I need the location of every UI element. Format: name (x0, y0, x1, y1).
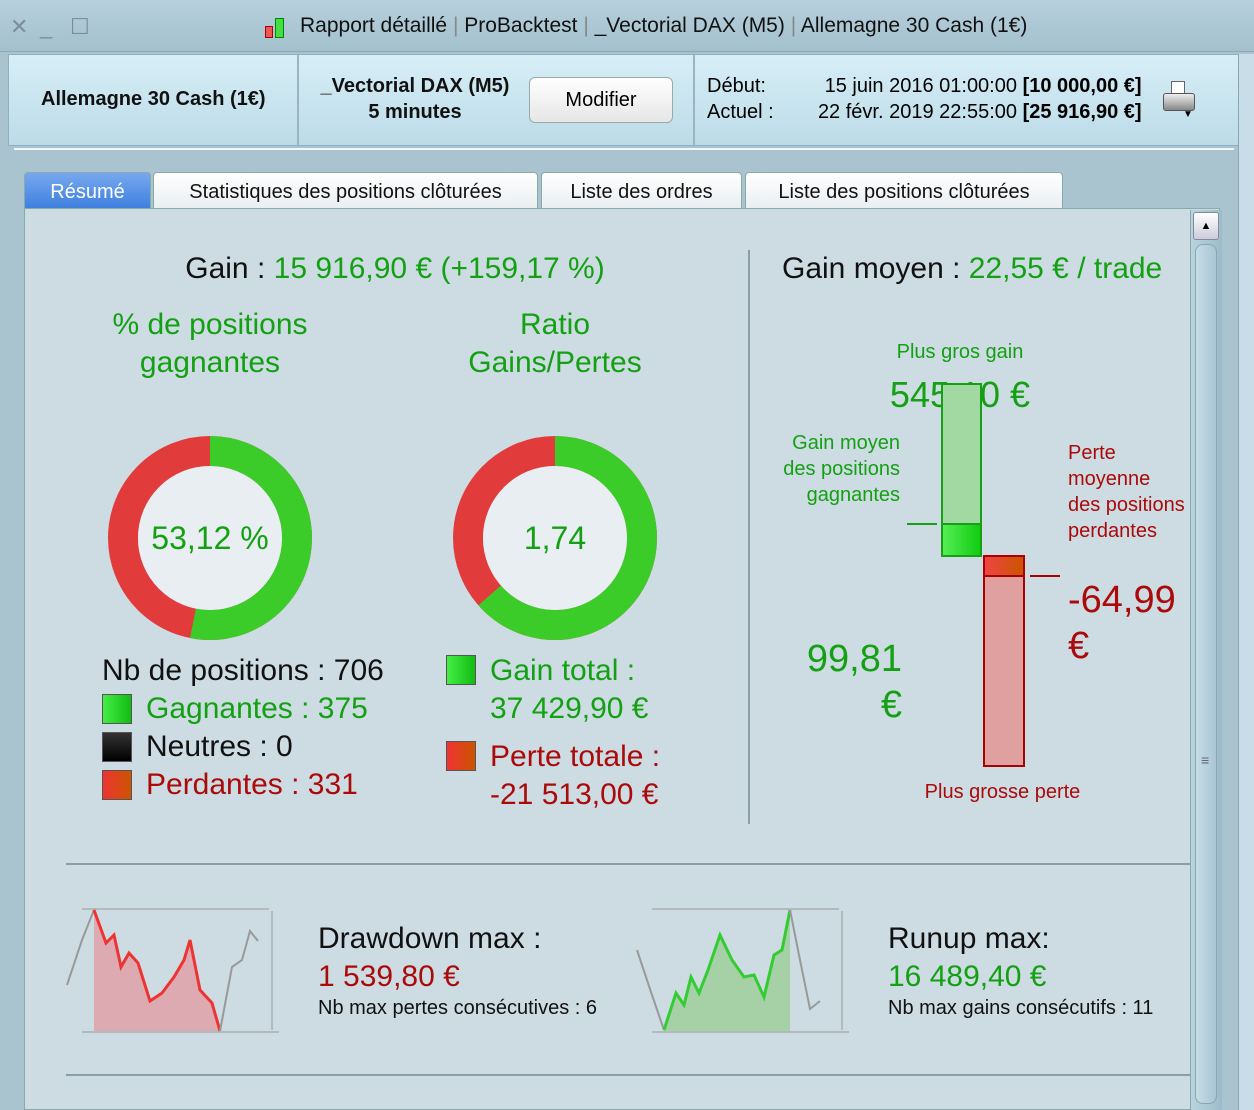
divider (66, 1074, 1190, 1076)
avg-loss-bar (983, 555, 1025, 577)
drawdown-line (92, 909, 222, 1032)
drawdown-consecutive: Nb max pertes consécutives : 6 (318, 997, 598, 1019)
ratio-title: Ratio Gains/Pertes (468, 308, 642, 379)
avg-win-value: 99,81 € (806, 638, 902, 726)
divider (693, 55, 695, 147)
line-before (636, 949, 665, 1031)
runup-value: 16 489,40 € (888, 960, 1047, 993)
arrow-right-icon (907, 523, 937, 525)
drawdown-area (94, 910, 220, 1031)
gain-value: 15 916,90 € (+159,17 %) (273, 252, 605, 285)
drawdown-sparkline (66, 908, 279, 1033)
start-row: Début: 15 juin 2016 01:00:00 [10 000,00 €… (707, 75, 1142, 98)
separator: | (790, 14, 797, 37)
donut-center (138, 466, 282, 610)
total-loss-swatch (446, 741, 476, 771)
divider (14, 148, 1234, 150)
title-part: ProBacktest (464, 14, 578, 37)
biggest-loss-label: Plus grosse perte (924, 781, 1081, 803)
losers-swatch (102, 770, 132, 800)
scroll-thumb[interactable] (1195, 244, 1217, 1104)
avg-gain-value: 22,55 € / trade (968, 252, 1163, 285)
scroll-up-button[interactable]: ▲ (1193, 212, 1219, 240)
ratio-value: 1,74 (523, 520, 587, 556)
current-row: Actuel : 22 févr. 2019 22:55:00 [25 916,9… (707, 101, 1142, 124)
current-date: 22 févr. 2019 22:55:00 (817, 101, 1017, 123)
avg-win-label: Gain moyen des positions gagnantes (783, 432, 900, 506)
total-gain-swatch (446, 655, 476, 685)
title-bar: ✕ _ ☐ Rapport détaillé | ProBacktest | _… (0, 0, 1254, 52)
avg-gain-label: Gain moyen : (782, 252, 961, 285)
start-capital: [10 000,00 €] (1022, 75, 1142, 97)
background-window (1238, 54, 1254, 1110)
winners-count: Gagnantes : 375 (146, 692, 368, 725)
drawdown-value: 1 539,80 € (318, 960, 460, 993)
line-before (66, 909, 95, 986)
gain-label: Gain : (185, 252, 266, 285)
runup-area (664, 910, 790, 1031)
neutral-count: Neutres : 0 (146, 730, 293, 763)
runup-consecutive: Nb max gains consécutifs : 11 (888, 997, 1154, 1019)
divider (66, 863, 1190, 865)
line-after (219, 928, 259, 1032)
tab-resume[interactable]: Résumé (24, 172, 151, 209)
win-pct-value: 53,12 % (151, 520, 269, 556)
biggest-gain-label: Plus gros gain (896, 341, 1024, 363)
tab-closed-stats[interactable]: Statistiques des positions clôturées (153, 172, 538, 209)
donut-win (108, 436, 312, 640)
window-title: Rapport détaillé | ProBacktest | _Vector… (300, 14, 1027, 38)
minimize-icon[interactable]: _ (40, 14, 53, 39)
divider (297, 55, 299, 147)
current-capital: [25 916,90 €] (1022, 101, 1142, 123)
start-date: 15 juin 2016 01:00:00 (824, 75, 1017, 97)
divider (748, 250, 750, 824)
biggest-loss-bar (983, 575, 1025, 767)
total-loss-value: -21 513,00 € (490, 778, 659, 811)
biggest-gain-bar (941, 383, 982, 523)
start-label: Début: (707, 75, 766, 97)
current-label: Actuel : (707, 101, 774, 123)
line-after (789, 909, 821, 1011)
win-pct-title: % de positions gagnantes (112, 308, 308, 379)
avg-gain-line: Gain moyen : 22,55 € / trade (782, 252, 1162, 286)
tab-closed-positions[interactable]: Liste des positions clôturées (745, 172, 1063, 209)
neutral-swatch (102, 732, 132, 762)
maximize-icon[interactable]: ☐ (70, 14, 90, 39)
separator: | (583, 14, 589, 37)
candlestick-icon (264, 16, 286, 42)
avg-loss-label: Perte moyenne des positions perdantes (1068, 442, 1185, 542)
ratio-donut (453, 436, 657, 640)
modify-button[interactable]: Modifier (529, 77, 673, 123)
avg-win-bar (941, 523, 982, 557)
close-icon[interactable]: ✕ (10, 14, 29, 39)
runup-sparkline (636, 908, 849, 1033)
total-loss-label: Perte totale : (490, 740, 661, 773)
nb-positions: Nb de positions : 706 (102, 654, 384, 687)
avg-loss-value: -64,99 € (1068, 579, 1176, 667)
tab-orders[interactable]: Liste des ordres (541, 172, 742, 209)
donut-gain (453, 436, 657, 640)
gain-line: Gain : 15 916,90 € (+159,17 %) (40, 252, 750, 286)
grip-icon: ≡ (1201, 752, 1210, 768)
winners-swatch (102, 694, 132, 724)
win-pct-donut (108, 436, 312, 640)
title-part: Allemagne 30 Cash (1€) (800, 14, 1028, 37)
vertical-scrollbar[interactable]: ▲ ≡ (1190, 210, 1222, 1110)
donut-center (483, 466, 627, 610)
drawdown-label: Drawdown max : (318, 922, 542, 955)
total-gain-label: Gain total : (490, 654, 636, 687)
separator: | (452, 14, 459, 37)
total-gain-value: 37 429,90 € (490, 692, 649, 725)
title-part: _Vectorial DAX (M5) (594, 14, 785, 37)
instrument-name: Allemagne 30 Cash (1€) (41, 88, 266, 110)
backtest-header: Allemagne 30 Cash (1€) _Vectorial DAX (M… (8, 54, 1240, 147)
timeframe: 5 minutes (368, 101, 462, 123)
losers-count: Perdantes : 331 (146, 768, 358, 801)
system-name: _Vectorial DAX (M5) (320, 75, 510, 97)
print-icon[interactable]: ▼ (1161, 81, 1197, 120)
runup-label: Runup max: (888, 922, 1050, 955)
title-part: Rapport détaillé (300, 14, 448, 37)
runup-line (662, 909, 792, 1031)
arrow-left-icon (1030, 575, 1060, 577)
